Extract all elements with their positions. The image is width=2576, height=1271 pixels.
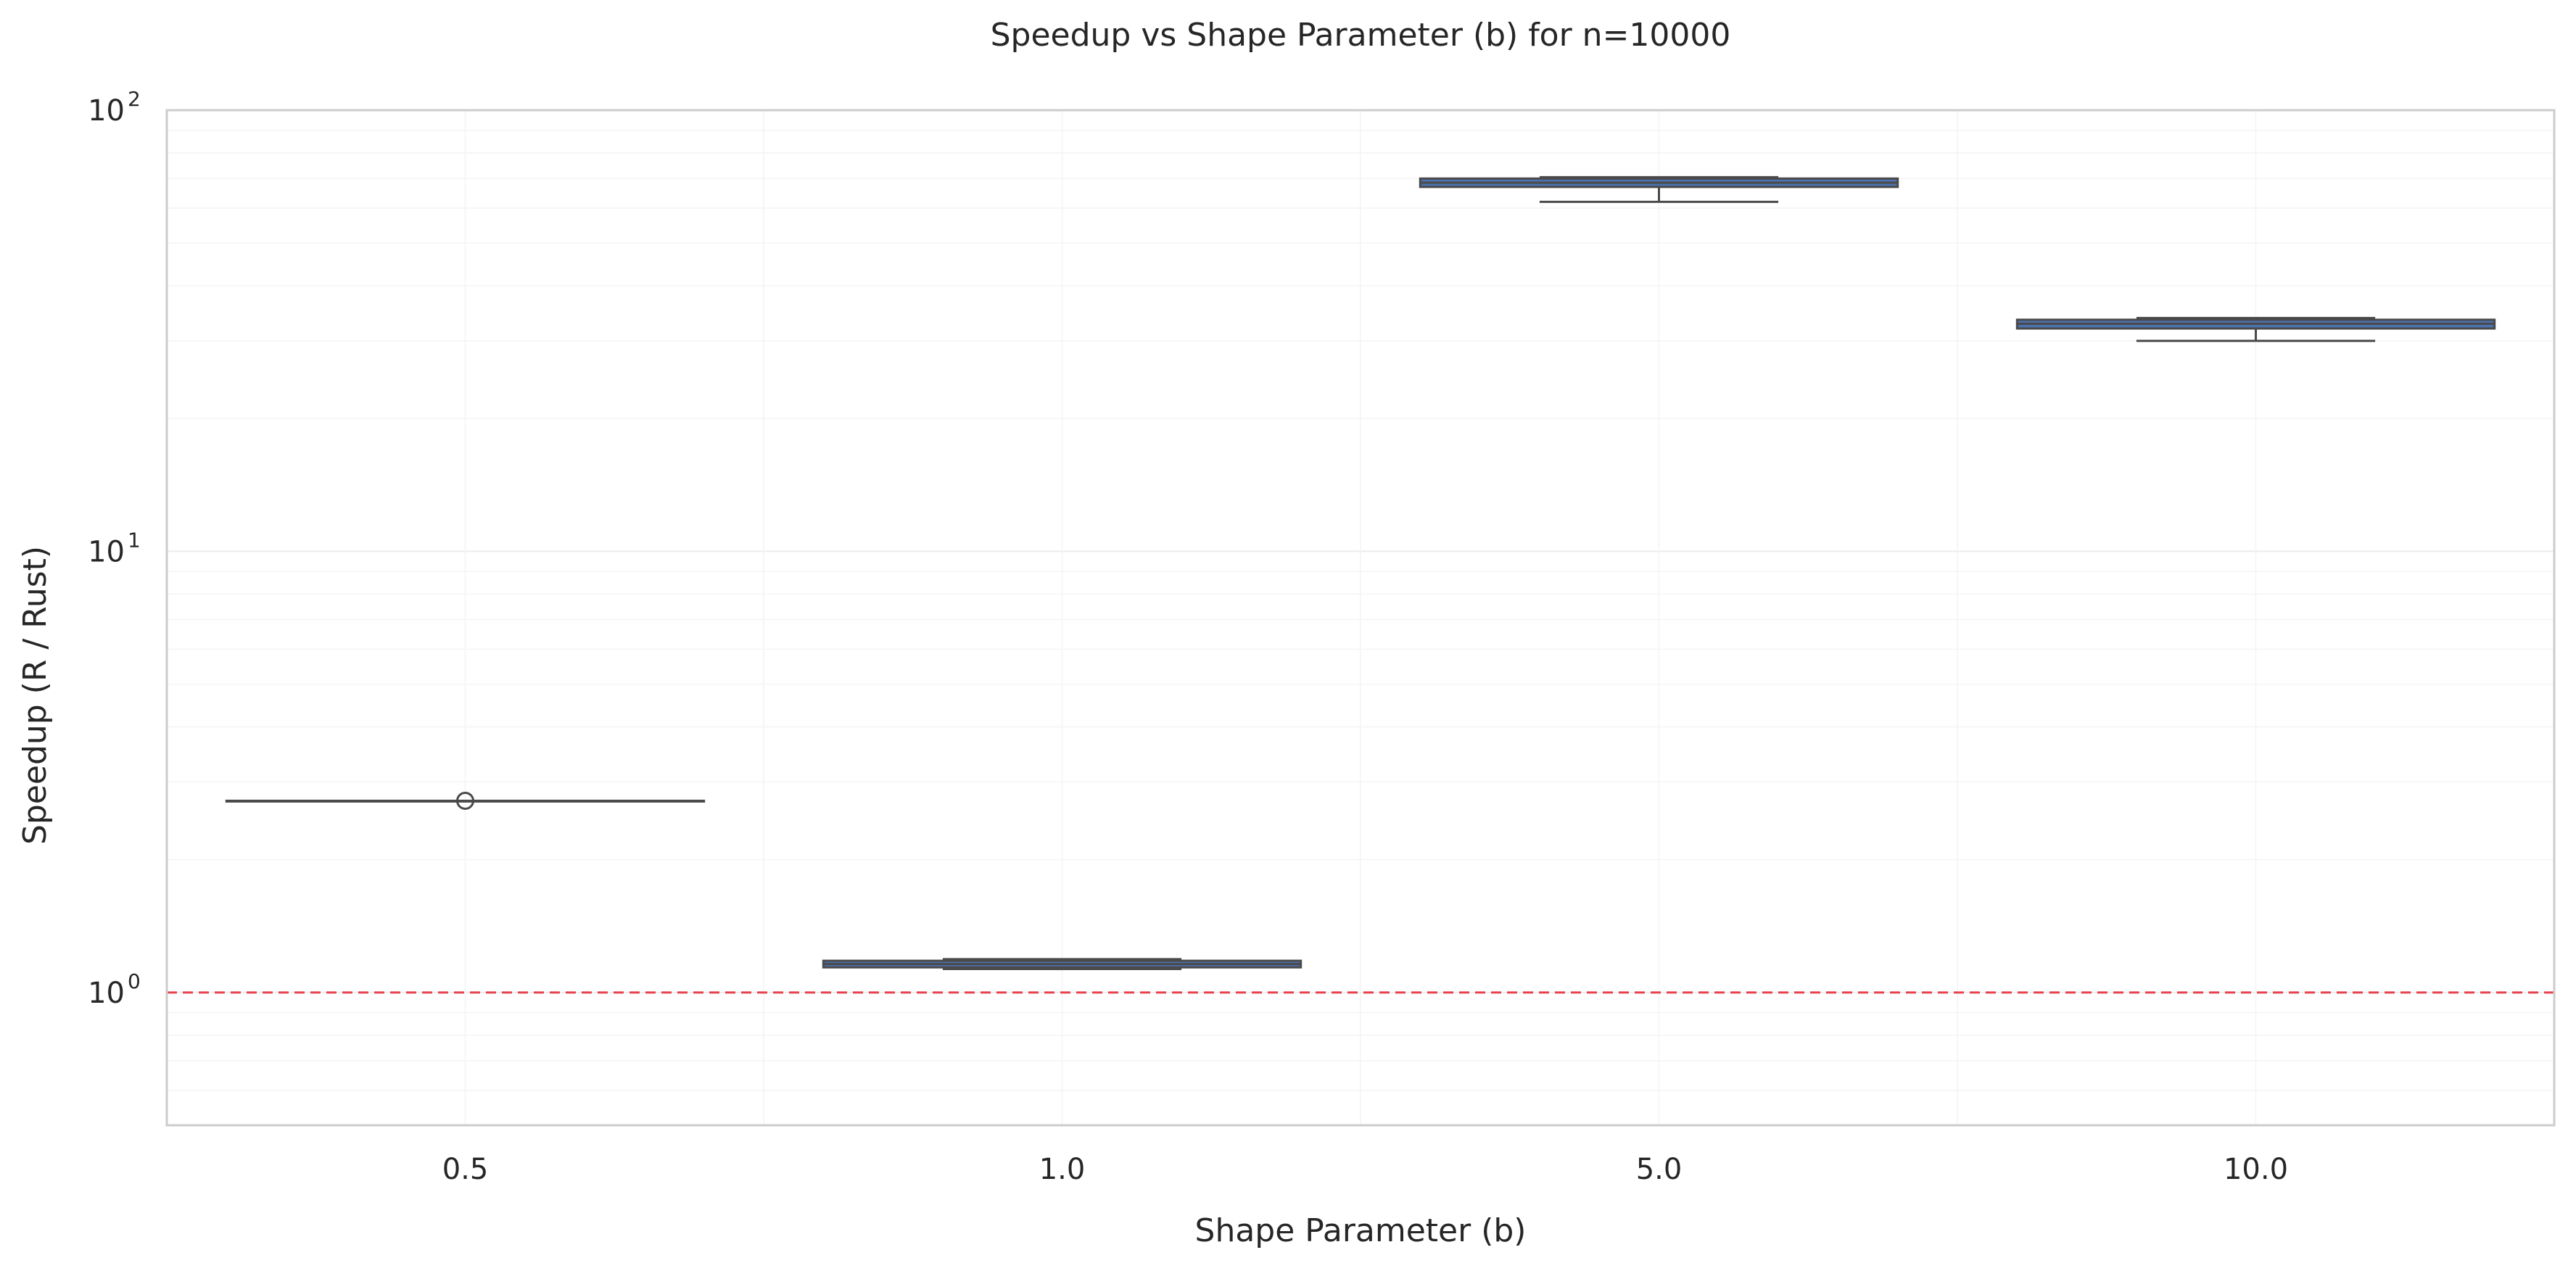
y-tick-label: 10 1 <box>88 528 141 568</box>
y-tick-exponent: 2 <box>128 87 141 111</box>
box-group <box>1419 175 1899 203</box>
y-axis-label: Speedup (R / Rust) <box>17 546 54 845</box>
box-group <box>822 958 1303 971</box>
plot-frame <box>165 109 2556 1127</box>
box-group <box>2015 317 2496 342</box>
x-tick-label: 10.0 <box>2224 1153 2288 1186</box>
y-tick-label: 10 2 <box>88 87 141 128</box>
grid-layer <box>167 109 2554 1126</box>
y-tick-base: 10 <box>88 535 125 568</box>
y-tick-exponent: 1 <box>128 528 141 552</box>
boxes-layer <box>225 175 2496 971</box>
y-tick-base: 10 <box>88 94 125 128</box>
chart-title: Speedup vs Shape Parameter (b) for n=100… <box>991 17 1731 54</box>
x-tick-labels: 0.5 1.0 5.0 10.0 <box>442 1153 2288 1186</box>
x-axis-label: Shape Parameter (b) <box>1195 1212 1527 1249</box>
x-tick-label: 1.0 <box>1039 1153 1086 1186</box>
y-tick-label: 10 0 <box>88 969 141 1010</box>
y-tick-exponent: 0 <box>128 969 141 993</box>
box-group <box>225 791 706 810</box>
outlier-point <box>456 791 474 810</box>
x-tick-label: 5.0 <box>1636 1153 1683 1186</box>
y-tick-base: 10 <box>88 977 125 1010</box>
x-tick-label: 0.5 <box>442 1153 489 1186</box>
